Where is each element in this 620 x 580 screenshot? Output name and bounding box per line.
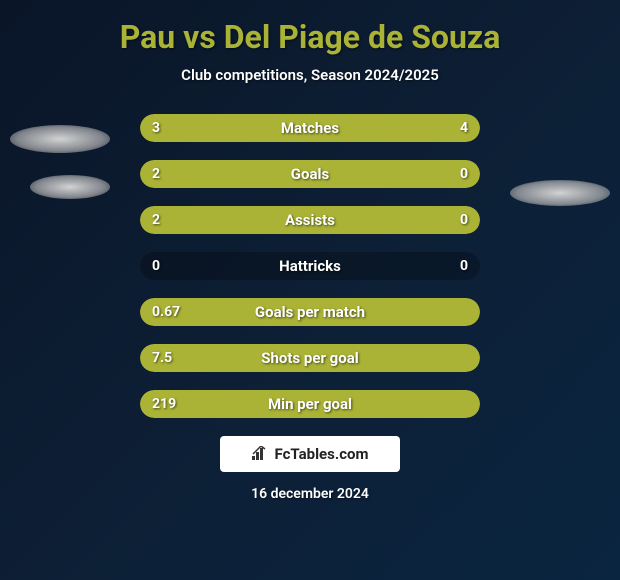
stat-value-left: 0.67	[152, 298, 180, 326]
stat-value-left: 3	[152, 114, 160, 142]
stat-label: Hattricks	[140, 252, 480, 280]
player2-silhouette	[510, 150, 610, 250]
stat-row: Min per goal219	[140, 390, 480, 418]
subtitle: Club competitions, Season 2024/2025	[0, 66, 620, 84]
stat-label: Shots per goal	[140, 344, 480, 372]
footer-date: 16 december 2024	[0, 486, 620, 502]
stat-label: Matches	[140, 114, 480, 142]
stat-label: Assists	[140, 206, 480, 234]
player1-name: Pau	[120, 18, 176, 56]
stat-value-right: 0	[460, 252, 468, 280]
stat-label: Goals	[140, 160, 480, 188]
comparison-title: Pau vs Del Piage de Souza	[0, 0, 620, 56]
player2-name: Del Piage de Souza	[224, 18, 501, 56]
stat-value-left: 2	[152, 160, 160, 188]
player1-silhouette	[10, 110, 110, 210]
stat-value-left: 7.5	[152, 344, 172, 372]
vs-label: vs	[183, 18, 224, 56]
stat-value-right: 0	[460, 206, 468, 234]
stat-row: Assists2 0	[140, 206, 480, 234]
chart-icon	[252, 445, 270, 464]
footer-logo: FcTables.com	[220, 436, 400, 472]
stats-container: Matches34Goals20Assists20Hattricks00Goal…	[140, 114, 480, 418]
stat-value-left: 0	[152, 252, 160, 280]
stat-label: Min per goal	[140, 390, 480, 418]
stat-row: Matches3 4	[140, 114, 480, 142]
stat-row: Goals2 0	[140, 160, 480, 188]
stat-value-right: 4	[460, 114, 468, 142]
stat-value-left: 219	[152, 390, 176, 418]
stat-row: Shots per goal7.5	[140, 344, 480, 372]
footer-logo-text: FcTables.com	[275, 445, 369, 463]
stat-value-left: 2	[152, 206, 160, 234]
stat-value-right: 0	[460, 160, 468, 188]
stat-row: Goals per match0.67	[140, 298, 480, 326]
stat-row: Hattricks0 0	[140, 252, 480, 280]
stat-label: Goals per match	[140, 298, 480, 326]
